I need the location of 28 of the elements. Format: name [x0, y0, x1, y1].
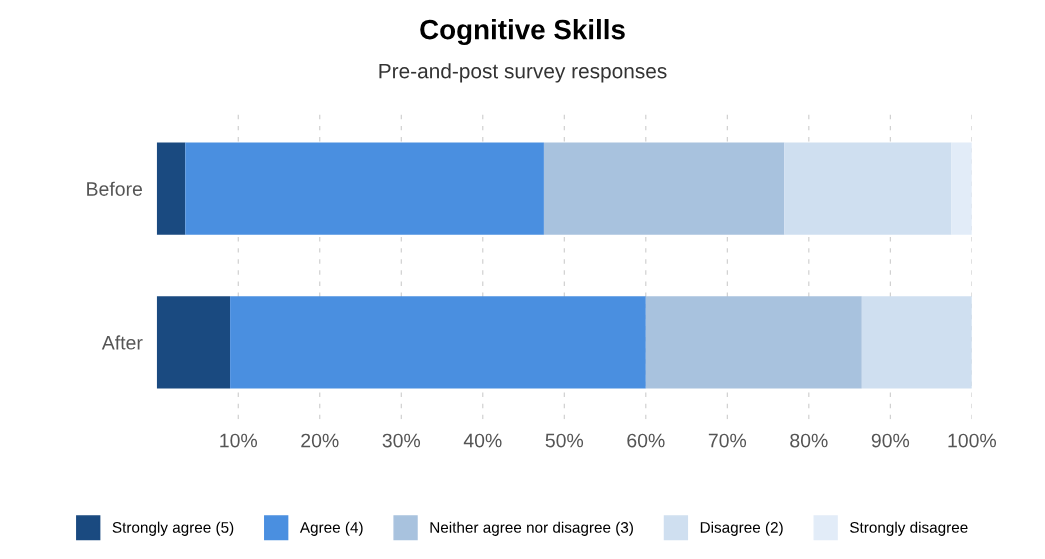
x-tick-label: 70% — [708, 433, 747, 448]
bar — [156, 296, 231, 389]
bar — [861, 296, 972, 389]
x-tick-label: 80% — [790, 433, 828, 448]
x-tick-label: 20% — [301, 433, 339, 448]
bar — [784, 142, 952, 235]
legend-label: Disagree (2) — [700, 521, 783, 536]
x-tick-label: 30% — [382, 433, 421, 448]
x-tick-label: 100% — [948, 433, 997, 448]
x-tick-label: 40% — [463, 433, 502, 448]
bar — [156, 142, 186, 235]
y-tick-label: Before — [87, 181, 142, 196]
legend-label: Neither agree nor disagree (3) — [430, 521, 633, 536]
bar — [543, 142, 785, 235]
y-tick-label: After — [101, 335, 143, 350]
legend-label: Strongly disagree — [850, 521, 968, 536]
bar — [230, 296, 646, 389]
x-tick-label: 90% — [871, 433, 910, 448]
legend-label: Agree (4) — [299, 521, 363, 536]
legend-label: Strongly agree (5) — [112, 521, 234, 536]
bar — [951, 142, 972, 235]
chart-subtitle: Pre-and-post survey responses — [379, 63, 667, 83]
x-tick-label: 60% — [627, 433, 665, 448]
x-tick-label: 50% — [545, 433, 584, 448]
x-tick-label: 10% — [220, 433, 258, 448]
bar — [645, 296, 862, 389]
chart-title: Cognitive Skills — [420, 19, 625, 46]
bar — [185, 142, 544, 235]
